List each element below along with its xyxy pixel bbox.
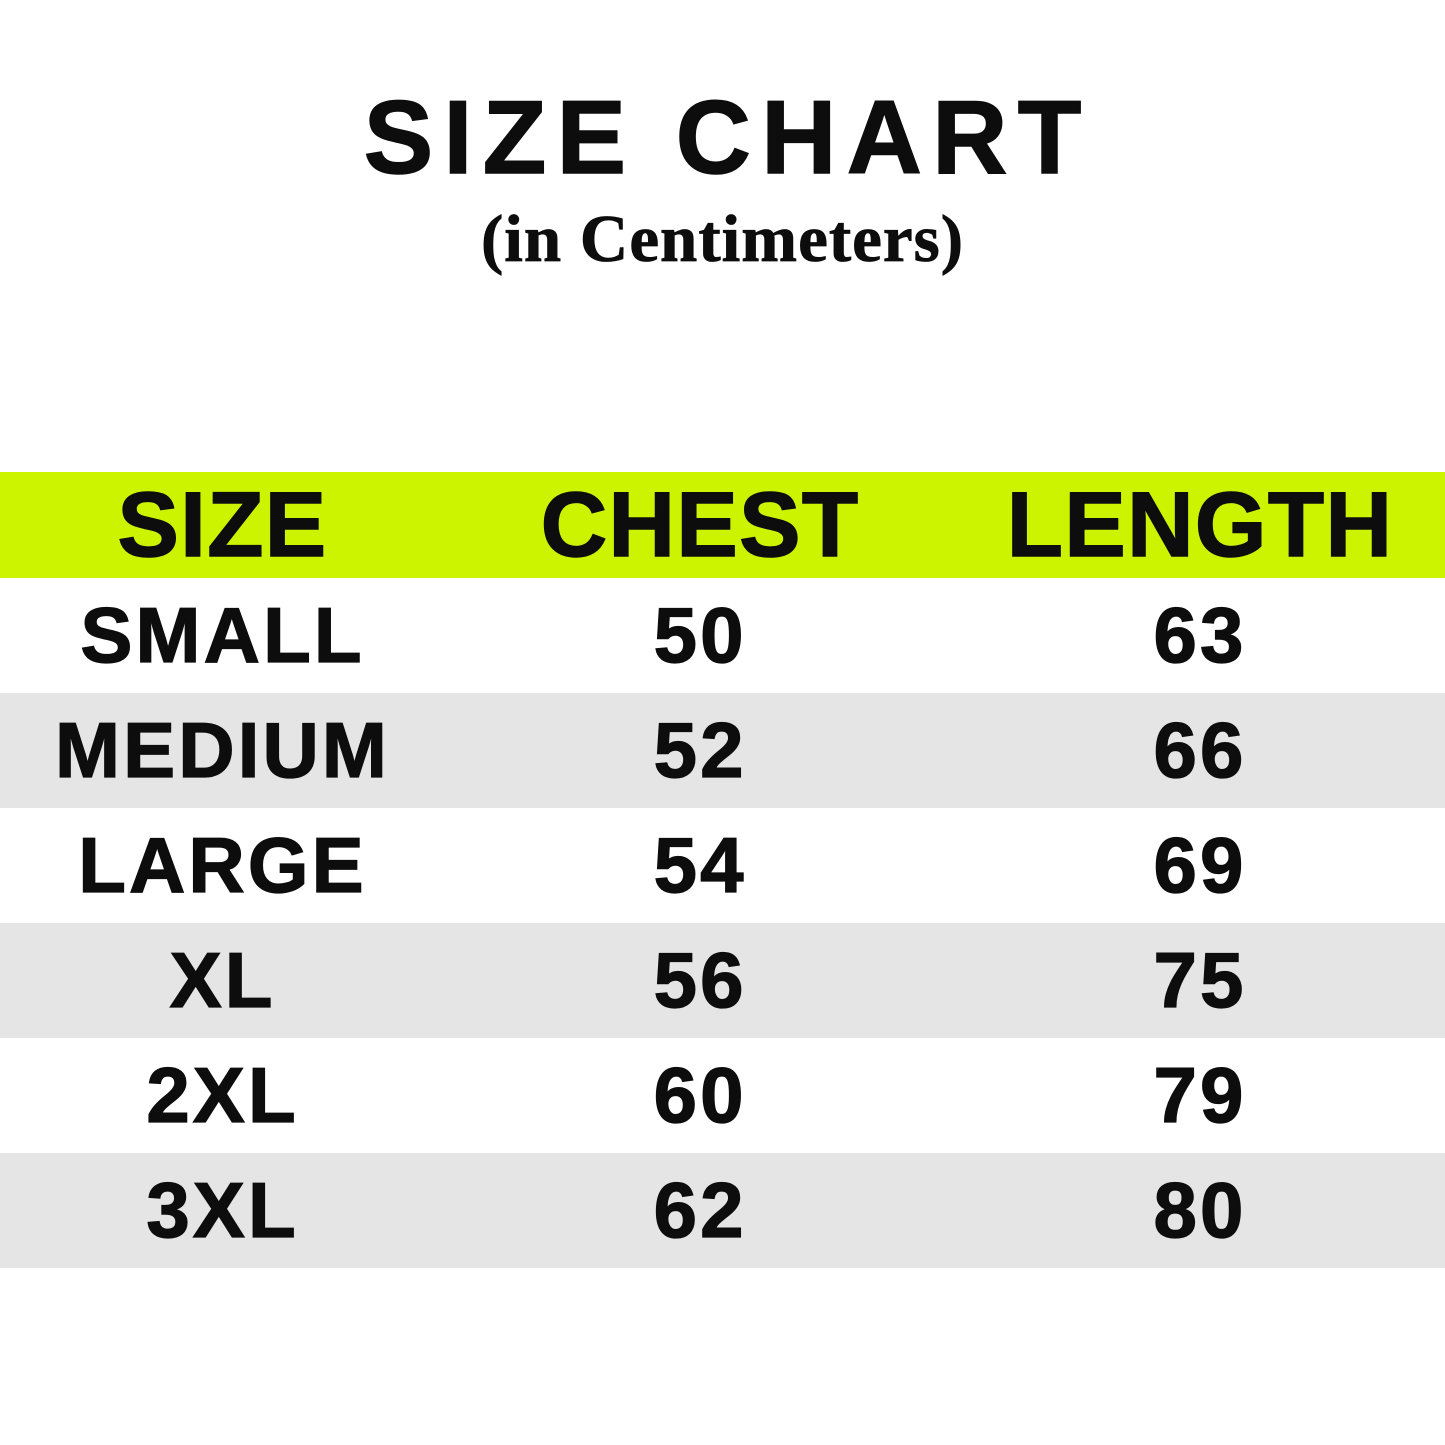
column-header-length: LENGTH <box>1006 473 1394 577</box>
chest-cell: 56 <box>653 935 747 1024</box>
chest-cell: 52 <box>653 705 747 794</box>
length-cell: 66 <box>1153 705 1247 794</box>
table-row-large: LARGE 54 69 <box>0 808 1445 923</box>
table-row-2xl: 2XL 60 79 <box>0 1038 1445 1153</box>
chest-cell: 54 <box>653 820 747 909</box>
length-cell: 63 <box>1153 590 1247 679</box>
length-cell: 79 <box>1153 1050 1247 1139</box>
table-row-xl: XL 56 75 <box>0 923 1445 1038</box>
table-row-medium: MEDIUM 52 66 <box>0 693 1445 808</box>
size-cell: MEDIUM <box>54 705 391 794</box>
size-cell: LARGE <box>78 820 367 909</box>
table-row-3xl: 3XL 62 80 <box>0 1153 1445 1268</box>
length-cell: 75 <box>1153 935 1247 1024</box>
length-cell: 69 <box>1153 820 1247 909</box>
table-row-small: SMALL 50 63 <box>0 578 1445 693</box>
size-cell: 3XL <box>146 1165 299 1254</box>
column-header-chest: CHEST <box>540 473 860 577</box>
chest-cell: 62 <box>653 1165 747 1254</box>
table-header-row: SIZE CHEST LENGTH <box>0 472 1445 578</box>
column-header-size: SIZE <box>117 473 328 577</box>
chest-cell: 50 <box>653 590 747 679</box>
size-cell: SMALL <box>80 590 365 679</box>
size-table: SIZE CHEST LENGTH SMALL 50 63 MEDIUM 52 … <box>0 472 1445 1268</box>
size-cell: XL <box>169 935 276 1024</box>
chest-cell: 60 <box>653 1050 747 1139</box>
page-title: SIZE CHART <box>363 80 1092 196</box>
title-block: SIZE CHART (in Centimeters) <box>0 80 1445 276</box>
page-subtitle: (in Centimeters) <box>480 202 965 276</box>
length-cell: 80 <box>1153 1165 1247 1254</box>
size-cell: 2XL <box>146 1050 299 1139</box>
